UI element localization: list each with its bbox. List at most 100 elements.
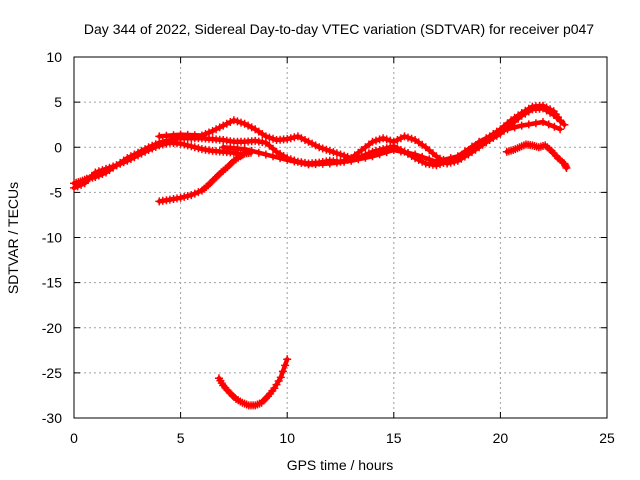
y-tick-label: -15: [42, 275, 62, 291]
data-point: [265, 133, 274, 142]
y-tick-label: -10: [42, 230, 62, 246]
data-point: [562, 164, 571, 172]
data-point: [237, 118, 245, 127]
data-point: [229, 116, 238, 125]
data-point: [233, 144, 242, 153]
data-point: [375, 150, 384, 159]
data-point: [123, 156, 132, 165]
data-point: [73, 182, 82, 191]
data-point: [382, 148, 391, 157]
data-point: [269, 134, 277, 143]
data-point: [134, 151, 142, 160]
data-point: [297, 134, 306, 143]
data-point: [158, 140, 167, 149]
data-point: [347, 156, 356, 165]
y-tick-label: -30: [42, 410, 62, 426]
grid-lines: [74, 57, 607, 418]
data-point: [379, 134, 388, 143]
data-point: [180, 140, 189, 149]
data-point: [180, 192, 189, 201]
data-point: [109, 162, 118, 171]
data-point: [281, 361, 290, 370]
data-point: [336, 150, 345, 159]
data-point: [372, 136, 380, 145]
data-point: [276, 373, 285, 382]
data-point: [290, 157, 299, 166]
data-point: [77, 180, 86, 189]
data-point: [194, 188, 203, 197]
data-point: [226, 118, 235, 126]
data-point: [332, 158, 341, 167]
data-point: [219, 121, 228, 130]
data-point: [560, 120, 569, 129]
data-point: [503, 125, 512, 134]
data-point: [119, 158, 128, 167]
data-point: [407, 134, 416, 143]
data-point: [176, 139, 185, 148]
data-point: [254, 148, 263, 157]
data-point: [496, 127, 505, 135]
data-point: [311, 160, 320, 169]
y-tick-label: 10: [46, 49, 62, 65]
data-point: [304, 137, 313, 146]
y-tick-label: -20: [42, 320, 62, 336]
data-point: [137, 149, 146, 158]
data-point: [418, 152, 427, 161]
data-point: [396, 147, 405, 156]
data-point: [278, 367, 287, 376]
data-point: [340, 157, 349, 166]
data-point: [70, 183, 78, 192]
data-point: [183, 141, 192, 150]
data-point: [183, 130, 192, 139]
data-point: [190, 143, 199, 152]
data-point: [322, 145, 331, 154]
chart-title: Day 344 of 2022, Sidereal Day-to-day VTE…: [84, 21, 594, 37]
data-point: [151, 142, 160, 151]
y-tick-label: 5: [54, 94, 62, 110]
x-axis-label: GPS time / hours: [287, 457, 394, 473]
data-point: [269, 152, 277, 161]
data-point: [393, 136, 402, 144]
y-tick-label: 0: [54, 139, 62, 155]
data-point: [176, 130, 185, 139]
data-point: [460, 147, 469, 156]
data-point: [130, 153, 139, 162]
data-point: [102, 164, 110, 173]
data-point: [141, 147, 150, 156]
sdtvar-arc-mid: [219, 118, 565, 169]
data-point: [162, 139, 171, 148]
data-point: [80, 179, 89, 188]
data-point: [190, 131, 199, 140]
data-point: [84, 175, 93, 184]
data-point: [361, 153, 370, 162]
data-point: [531, 119, 540, 128]
data-point: [212, 125, 221, 134]
data-point: [226, 143, 235, 152]
data-point: [126, 155, 135, 163]
x-tick-label: 10: [279, 430, 295, 446]
x-tick-label: 15: [386, 430, 402, 446]
data-point: [190, 189, 199, 198]
data-point: [382, 135, 391, 144]
data-point: [539, 118, 547, 126]
data-point: [247, 123, 256, 132]
y-tick-label: -5: [50, 184, 63, 200]
data-point: [176, 193, 185, 202]
sdtvar-arc-outlier: [215, 355, 292, 410]
data-point: [556, 125, 565, 134]
x-tick-label: 25: [599, 430, 615, 446]
data-point: [293, 132, 302, 141]
data-point: [239, 150, 248, 159]
data-point: [354, 155, 363, 164]
data-point: [205, 128, 213, 137]
data-point: [98, 166, 107, 175]
data-point: [261, 132, 270, 141]
data-point: [283, 155, 292, 164]
data-point: [301, 136, 309, 144]
data-point: [396, 134, 405, 143]
data-point: [194, 144, 203, 153]
data-point: [187, 142, 196, 151]
data-point: [297, 158, 306, 167]
y-tick-label: -25: [42, 365, 62, 381]
